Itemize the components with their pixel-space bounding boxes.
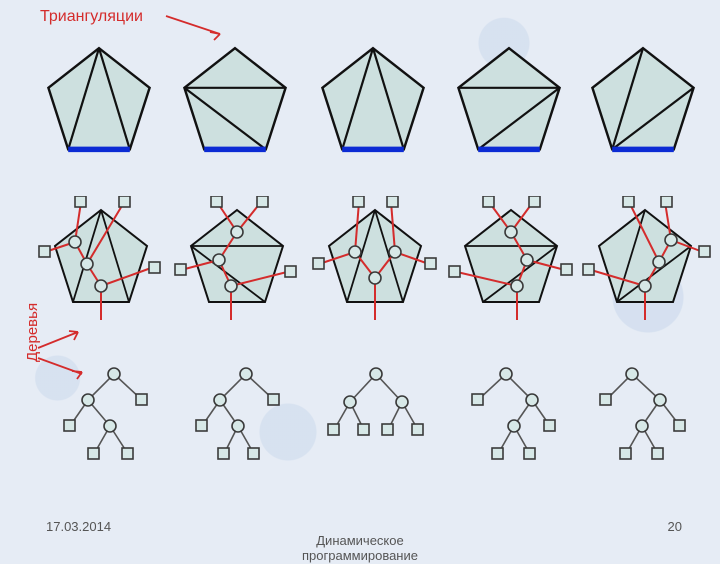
tree-3 [316, 364, 436, 489]
arrow-to-triangulations [160, 12, 240, 42]
tree-2 [186, 364, 306, 489]
overlay-2 [172, 196, 302, 329]
tree-5 [576, 364, 706, 489]
overlay-3 [310, 196, 440, 329]
tree-1 [56, 364, 176, 489]
overlay-1 [36, 196, 166, 329]
triangulation-1 [44, 46, 154, 161]
overlay-5 [580, 196, 714, 329]
triangulation-4 [454, 46, 564, 161]
row-triangulations [0, 46, 720, 166]
tree-node-circle [95, 280, 107, 292]
tree-4 [446, 364, 566, 489]
triangulation-5 [588, 46, 698, 161]
tree-node-square [39, 246, 50, 257]
footer-title: Динамическое программирование [0, 534, 720, 564]
pentagon [48, 48, 149, 149]
footer-page: 20 [668, 519, 682, 534]
overlay-4 [446, 196, 576, 329]
triangulations-label: Триангуляции [40, 8, 143, 26]
triangulation-2 [180, 46, 290, 161]
footer-date: 17.03.2014 [46, 519, 111, 534]
row-overlay [0, 196, 720, 336]
triangulation-3 [318, 46, 428, 161]
row-trees [0, 364, 720, 494]
